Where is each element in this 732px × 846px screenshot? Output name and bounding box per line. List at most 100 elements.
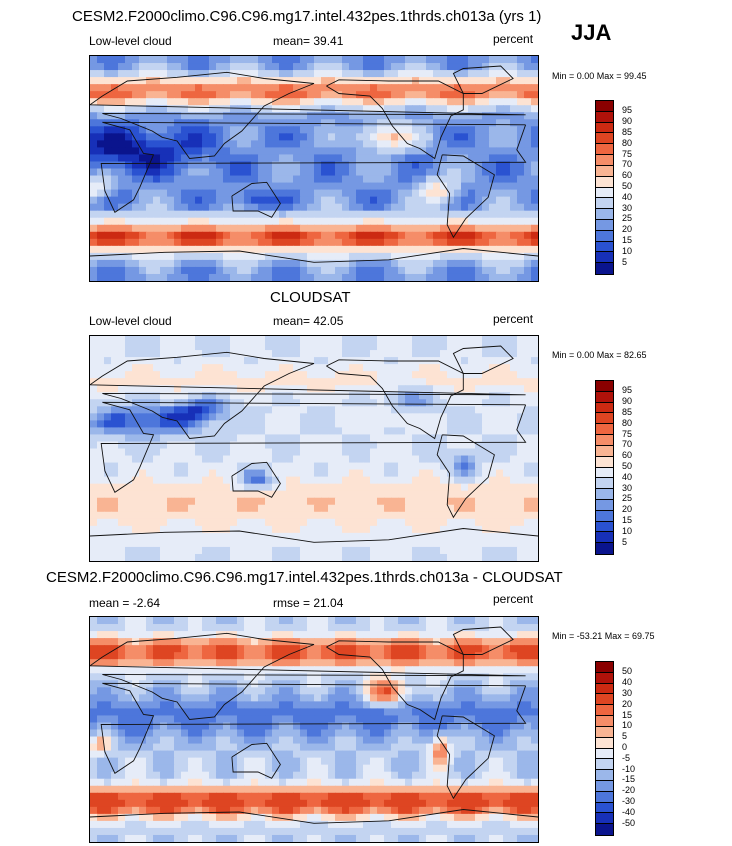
heatmap-cell [258, 196, 266, 205]
heatmap-cell [440, 357, 448, 365]
heatmap-cell [146, 112, 154, 120]
heatmap-cell [272, 77, 280, 85]
heatmap-cell [265, 652, 273, 660]
heatmap-cell [419, 666, 427, 674]
heatmap-cell [195, 245, 203, 254]
heatmap-cell [153, 147, 161, 156]
heatmap-cell [447, 161, 455, 170]
heatmap-cell [307, 238, 315, 247]
heatmap-cell [412, 112, 420, 120]
heatmap-cell [300, 539, 308, 548]
heatmap-cell [440, 119, 448, 127]
heatmap-cell [307, 645, 315, 653]
heatmap-cell [132, 638, 140, 646]
heatmap-cell [384, 617, 392, 625]
heatmap-cell [412, 231, 420, 240]
heatmap-cell [202, 462, 210, 471]
heatmap-cell [230, 140, 238, 149]
heatmap-cell [531, 189, 538, 198]
heatmap-cell [293, 140, 301, 149]
heatmap-cell [342, 343, 350, 351]
heatmap-cell [363, 434, 371, 443]
heatmap-cell [461, 350, 469, 358]
heatmap-cell [412, 673, 420, 681]
heatmap-cell [265, 469, 273, 478]
heatmap-cell [300, 546, 308, 555]
heatmap-cell [531, 652, 538, 660]
heatmap-cell [97, 385, 105, 393]
heatmap-cell [384, 350, 392, 358]
heatmap-cell [531, 161, 538, 170]
heatmap-cell [300, 126, 308, 134]
heatmap-cell [272, 546, 280, 555]
heatmap-cell [468, 224, 476, 233]
heatmap-cell [398, 224, 406, 233]
heatmap-cell [398, 203, 406, 212]
heatmap-cell [307, 336, 315, 344]
heatmap-cell [510, 154, 518, 163]
heatmap-cell [412, 518, 420, 527]
heatmap-cell [517, 77, 525, 85]
heatmap-cell [405, 631, 413, 639]
heatmap-cell [300, 357, 308, 365]
heatmap-cell [356, 105, 364, 113]
heatmap-cell [104, 469, 112, 478]
heatmap-cell [412, 385, 420, 393]
heatmap-cell [482, 105, 490, 113]
map-model-low-cloud [89, 55, 539, 282]
heatmap-cell [223, 70, 231, 78]
heatmap-cell [433, 490, 441, 499]
heatmap-cell [209, 448, 217, 457]
heatmap-cell [272, 687, 280, 695]
heatmap-cell [510, 469, 518, 478]
heatmap-cell [517, 210, 525, 219]
heatmap-cell [335, 420, 343, 429]
heatmap-cell [258, 378, 266, 386]
heatmap-cell [475, 77, 483, 85]
heatmap-cell [223, 420, 231, 429]
heatmap-cell [517, 119, 525, 127]
heatmap-cell [293, 434, 301, 443]
heatmap-cell [118, 455, 126, 464]
heatmap-cell [391, 252, 399, 261]
heatmap-cell [433, 511, 441, 520]
heatmap-cell [517, 455, 525, 464]
heatmap-cell [167, 350, 175, 358]
heatmap-cell [384, 168, 392, 177]
heatmap-cell [440, 462, 448, 471]
heatmap-cell [111, 161, 119, 170]
heatmap-cell [489, 617, 497, 625]
heatmap-cell [216, 147, 224, 156]
heatmap-cell [503, 673, 511, 681]
heatmap-cell [412, 532, 420, 541]
heatmap-cell [426, 126, 434, 134]
heatmap-cell [174, 617, 182, 625]
heatmap-cell [454, 553, 462, 561]
heatmap-cell [244, 392, 252, 400]
heatmap-cell [475, 357, 483, 365]
heatmap-cell [524, 63, 532, 71]
heatmap-cell [314, 182, 322, 191]
heatmap-cell [384, 532, 392, 541]
heatmap-cell [440, 539, 448, 548]
heatmap-cell [237, 701, 245, 710]
heatmap-cell [405, 154, 413, 163]
heatmap-cell [363, 336, 371, 344]
heatmap-cell [489, 504, 497, 513]
heatmap-cell [272, 378, 280, 386]
heatmap-cell [447, 154, 455, 163]
heatmap-cell [433, 666, 441, 674]
heatmap-cell [139, 84, 147, 92]
heatmap-cell [405, 617, 413, 625]
heatmap-cell [258, 469, 266, 478]
heatmap-cell [174, 196, 182, 205]
heatmap-cell [370, 224, 378, 233]
heatmap-cell [342, 546, 350, 555]
heatmap-cell [209, 652, 217, 660]
heatmap-cell [174, 63, 182, 71]
heatmap-cell [286, 217, 294, 226]
heatmap-cell [377, 631, 385, 639]
heatmap-cell [160, 673, 168, 681]
heatmap-cell [132, 624, 140, 632]
heatmap-cell [489, 98, 497, 106]
